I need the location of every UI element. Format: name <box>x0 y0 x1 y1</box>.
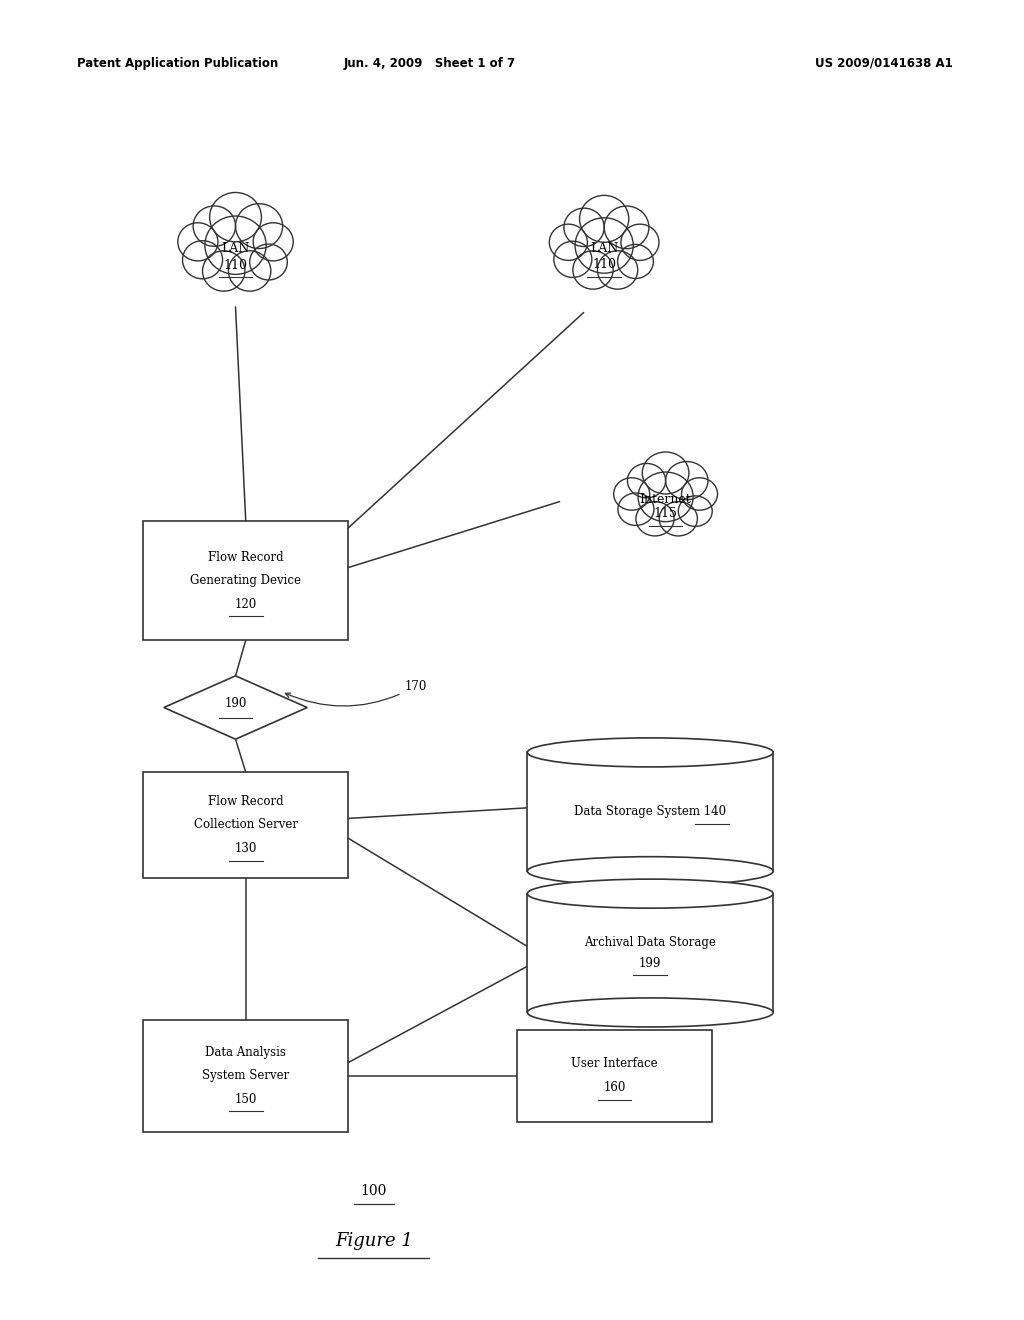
Ellipse shape <box>527 738 773 767</box>
Ellipse shape <box>575 218 633 273</box>
FancyBboxPatch shape <box>143 1020 348 1133</box>
Text: LAN: LAN <box>590 242 618 255</box>
Ellipse shape <box>203 251 245 292</box>
Ellipse shape <box>236 203 283 248</box>
Ellipse shape <box>549 224 588 260</box>
Ellipse shape <box>228 251 270 292</box>
Ellipse shape <box>527 879 773 908</box>
Ellipse shape <box>613 478 649 511</box>
Ellipse shape <box>666 462 708 500</box>
Polygon shape <box>164 676 307 739</box>
Ellipse shape <box>580 195 629 243</box>
Text: Flow Record: Flow Record <box>208 550 284 564</box>
Text: Flow Record: Flow Record <box>208 795 284 808</box>
Ellipse shape <box>194 206 236 247</box>
Text: Jun. 4, 2009   Sheet 1 of 7: Jun. 4, 2009 Sheet 1 of 7 <box>344 57 516 70</box>
Text: Generating Device: Generating Device <box>190 574 301 587</box>
Ellipse shape <box>554 242 592 277</box>
Text: 190: 190 <box>224 697 247 710</box>
Ellipse shape <box>250 244 288 280</box>
Ellipse shape <box>597 251 638 289</box>
FancyBboxPatch shape <box>527 894 773 1012</box>
Text: 110: 110 <box>223 259 248 272</box>
Ellipse shape <box>678 496 713 527</box>
Text: 100: 100 <box>360 1184 387 1197</box>
Ellipse shape <box>182 240 222 279</box>
FancyBboxPatch shape <box>143 521 348 640</box>
Text: Data Analysis: Data Analysis <box>206 1045 286 1059</box>
FancyBboxPatch shape <box>517 1030 712 1122</box>
Text: Archival Data Storage: Archival Data Storage <box>585 936 716 949</box>
Text: 150: 150 <box>234 1093 257 1106</box>
Ellipse shape <box>628 463 666 498</box>
Text: 170: 170 <box>286 680 427 706</box>
Ellipse shape <box>638 473 693 521</box>
Ellipse shape <box>682 478 718 511</box>
Text: Collection Server: Collection Server <box>194 818 298 832</box>
Ellipse shape <box>572 251 613 289</box>
Text: 199: 199 <box>639 957 662 970</box>
Ellipse shape <box>527 857 773 886</box>
Text: Data Storage System 140: Data Storage System 140 <box>574 805 726 818</box>
Ellipse shape <box>617 492 654 525</box>
Ellipse shape <box>604 206 649 248</box>
Text: 110: 110 <box>592 259 616 271</box>
Ellipse shape <box>210 193 261 242</box>
Text: 160: 160 <box>603 1081 626 1094</box>
Text: US 2009/0141638 A1: US 2009/0141638 A1 <box>814 57 952 70</box>
Ellipse shape <box>253 223 293 261</box>
Ellipse shape <box>564 209 604 247</box>
Text: 130: 130 <box>234 842 257 855</box>
Ellipse shape <box>178 223 218 261</box>
Ellipse shape <box>636 502 674 536</box>
Ellipse shape <box>527 998 773 1027</box>
Text: Figure 1: Figure 1 <box>335 1232 413 1250</box>
Text: System Server: System Server <box>202 1069 290 1082</box>
Text: Internet: Internet <box>640 494 691 506</box>
Ellipse shape <box>659 502 697 536</box>
Ellipse shape <box>617 244 653 279</box>
FancyBboxPatch shape <box>143 772 348 878</box>
Text: 120: 120 <box>234 598 257 611</box>
Ellipse shape <box>621 224 659 260</box>
Text: User Interface: User Interface <box>571 1057 657 1071</box>
FancyBboxPatch shape <box>527 752 773 871</box>
Ellipse shape <box>642 451 689 494</box>
Text: LAN: LAN <box>221 242 250 255</box>
Text: Patent Application Publication: Patent Application Publication <box>77 57 279 70</box>
Text: 115: 115 <box>653 507 678 520</box>
Ellipse shape <box>205 216 266 275</box>
